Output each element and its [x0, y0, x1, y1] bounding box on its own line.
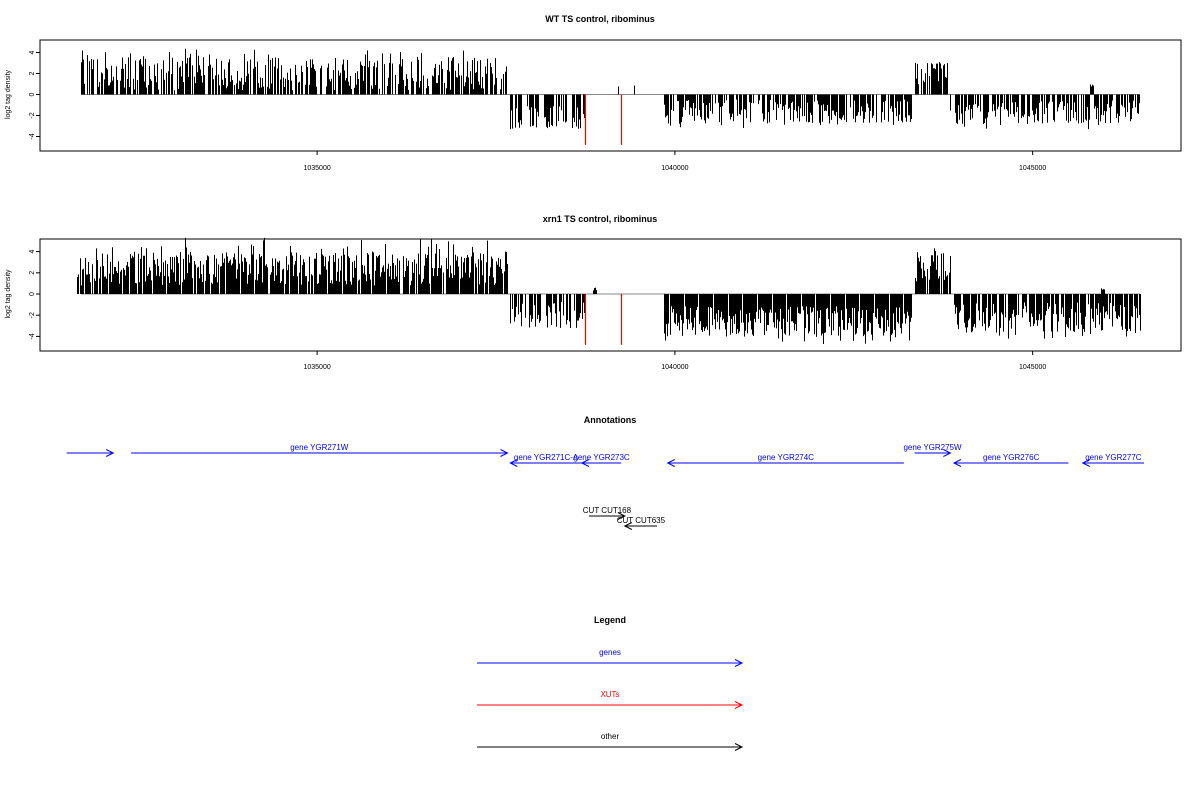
chart-title: WT TS control, ribominus: [545, 14, 655, 24]
chart-title: xrn1 TS control, ribominus: [543, 214, 658, 224]
gene-annotation-arrowhead: [500, 449, 509, 457]
legend-arrowhead: [734, 743, 744, 751]
y-tick-label: 0: [29, 292, 36, 296]
gene-annotation-label: gene YGR274C: [758, 453, 815, 462]
gene-annotation-arrowhead: [1081, 459, 1090, 467]
wt-track-panel: WT TS control, ribominus 4 2 0 -2 -4 log2 tag …: [5, 14, 1182, 172]
gene-annotation-label: gene YGR276C: [983, 453, 1040, 462]
legend-arrowhead: [734, 701, 744, 709]
x-tick-label: 1035000: [303, 165, 330, 172]
other-annotation-label: CUT CUT635: [617, 516, 666, 525]
annotations-title: Annotations: [584, 415, 637, 425]
x-tick-label: 1045000: [1019, 165, 1046, 172]
gene-annotation-arrowhead: [952, 459, 962, 467]
y-tick-label: -2: [29, 112, 36, 118]
y-tick-label: 4: [29, 250, 36, 254]
gene-annotation-label: gene YGR275W: [903, 443, 962, 452]
other-annotation-arrowhead: [623, 522, 633, 530]
y-tick-label: 2: [29, 71, 36, 75]
x-tick-label: 1045000: [1019, 364, 1046, 371]
plot-frame: [39, 39, 1182, 152]
legend-label: genes: [599, 648, 621, 657]
plot-frame: [39, 238, 1182, 352]
y-axis-label: log2 tag density: [5, 69, 12, 119]
legend-panel: Legend genes XUTs other: [477, 615, 744, 751]
gene-annotation-arrowhead: [943, 449, 952, 457]
y-tick-label: -4: [29, 333, 36, 339]
gene-annotation-arrowhead: [105, 449, 115, 457]
y-axis-label: log2 tag density: [5, 269, 12, 319]
y-tick-label: 4: [29, 50, 36, 54]
y-tick-label: -2: [29, 312, 36, 318]
gene-annotation-label: gene YGR277C: [1085, 453, 1142, 462]
legend-title: Legend: [594, 615, 626, 625]
x-tick-label: 1035000: [303, 364, 330, 371]
legend-label: XUTs: [600, 690, 619, 699]
gene-annotation-label: gene YGR271C-A: [514, 453, 579, 462]
y-tick-label: -4: [29, 133, 36, 139]
x-tick-label: 1040000: [661, 364, 688, 371]
x-tick-label: 1040000: [661, 165, 688, 172]
gene-annotation-arrowhead: [580, 459, 590, 467]
y-tick-label: 0: [29, 92, 36, 96]
legend-label: other: [601, 732, 620, 741]
legend-arrowhead: [734, 659, 744, 667]
y-tick-label: 2: [29, 271, 36, 275]
xrn1-track-panel: xrn1 TS control, ribominus 4 2 0 -2 -4 log2 ta…: [5, 214, 1182, 371]
gene-annotation-label: gene YGR271W: [290, 443, 349, 452]
gene-annotation-arrowhead: [666, 459, 675, 467]
gene-annotation-arrowhead: [509, 459, 518, 467]
other-annotation-label: CUT CUT168: [583, 506, 632, 515]
gene-annotation-label: gene YGR273C: [573, 453, 630, 462]
other-annotation-arrowhead: [617, 512, 626, 520]
